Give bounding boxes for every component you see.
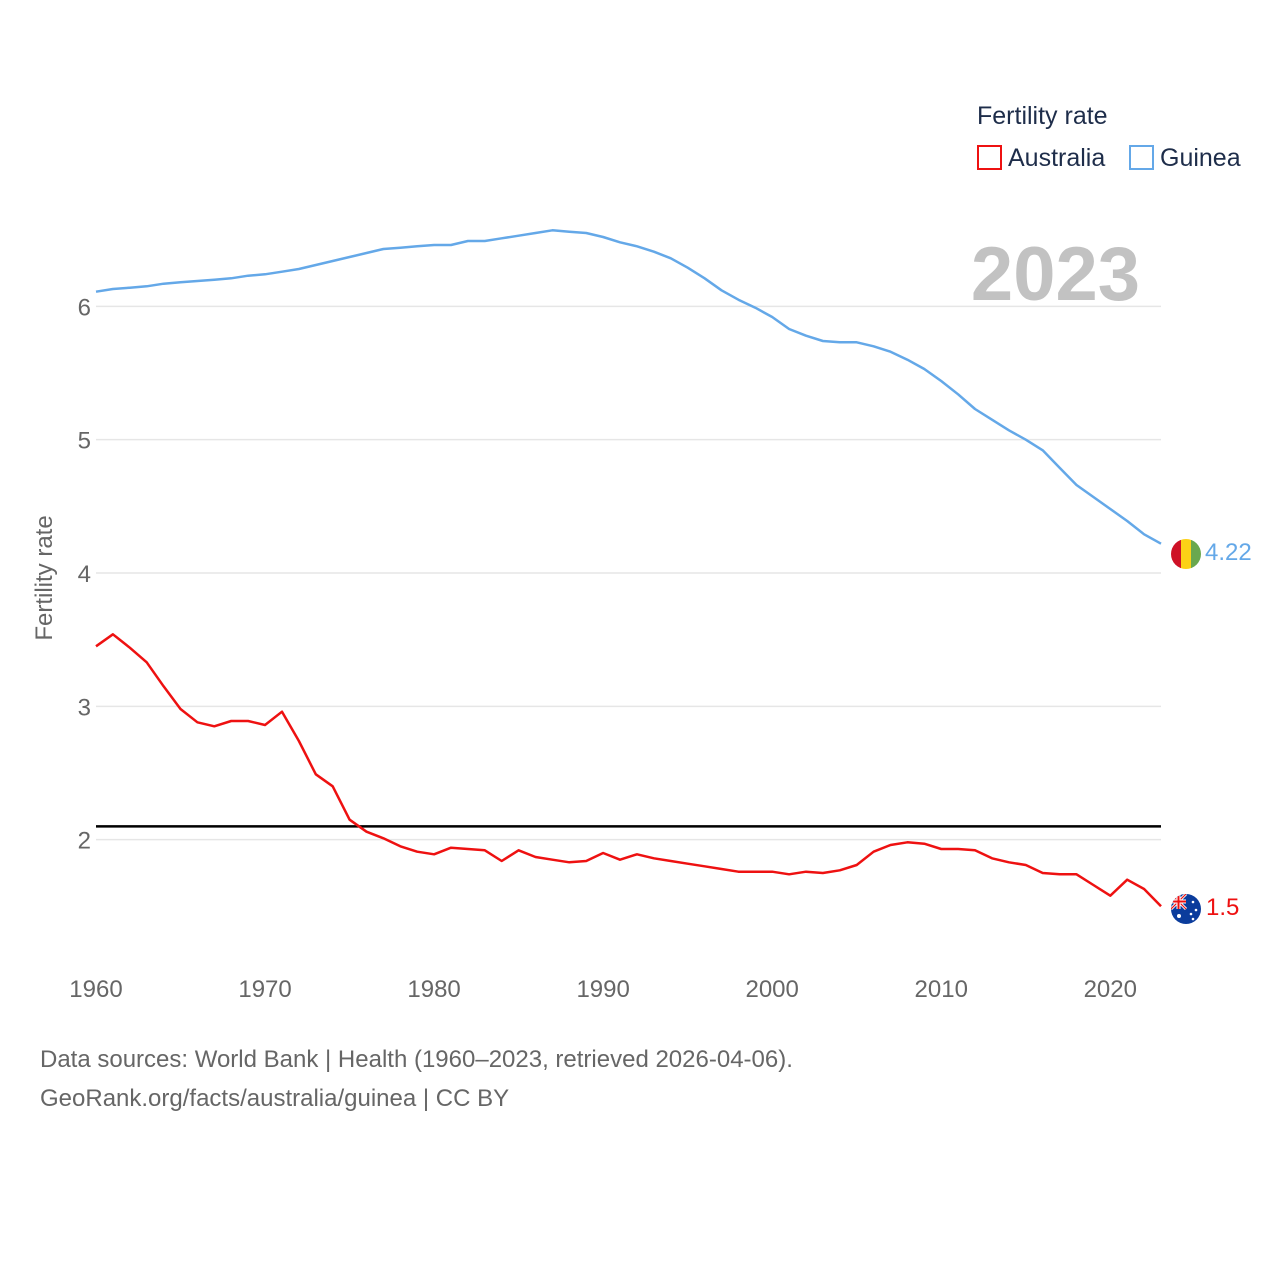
series-line-guinea [95, 229, 1162, 545]
end-value-label-australia: 1.5 [1206, 894, 1239, 921]
x-tick-label: 2020 [1084, 976, 1137, 1003]
year-label: 2023 [971, 232, 1140, 317]
x-tick-label: 2000 [745, 976, 798, 1003]
y-tick-label: 6 [78, 294, 91, 321]
series-line-australia [95, 633, 1162, 908]
legend-label-australia: Australia [1008, 144, 1105, 172]
guinea-flag-icon [1171, 539, 1201, 569]
y-tick-label: 2 [78, 828, 91, 855]
australia-flag-icon [1171, 894, 1201, 924]
end-value-label-guinea: 4.22 [1205, 539, 1252, 566]
grid-lines [96, 305, 1161, 841]
x-tick-label: 1980 [407, 976, 460, 1003]
legend: Fertility rate Australia Guinea [977, 102, 1241, 172]
x-tick-label: 1990 [576, 976, 629, 1003]
y-tick-label: 4 [78, 561, 91, 588]
x-tick-label: 2010 [915, 976, 968, 1003]
legend-label-guinea: Guinea [1160, 144, 1241, 172]
y-axis-ticks: 2 3 4 5 6 [78, 294, 91, 854]
y-tick-label: 5 [78, 428, 91, 455]
x-tick-label: 1970 [238, 976, 291, 1003]
y-tick-label: 3 [78, 694, 91, 721]
legend-swatch-guinea [1129, 145, 1154, 170]
credit-text: GeoRank.org/facts/australia/guinea | CC … [40, 1085, 510, 1112]
data-source-text: Data sources: World Bank | Health (1960–… [40, 1046, 793, 1073]
y-axis-title: Fertility rate [31, 515, 58, 640]
x-tick-label: 1960 [69, 976, 122, 1003]
legend-swatch-australia [977, 145, 1002, 170]
x-axis-ticks: 1960 1970 1980 1990 2000 2010 2020 [69, 976, 1137, 1003]
legend-title: Fertility rate [977, 102, 1108, 130]
